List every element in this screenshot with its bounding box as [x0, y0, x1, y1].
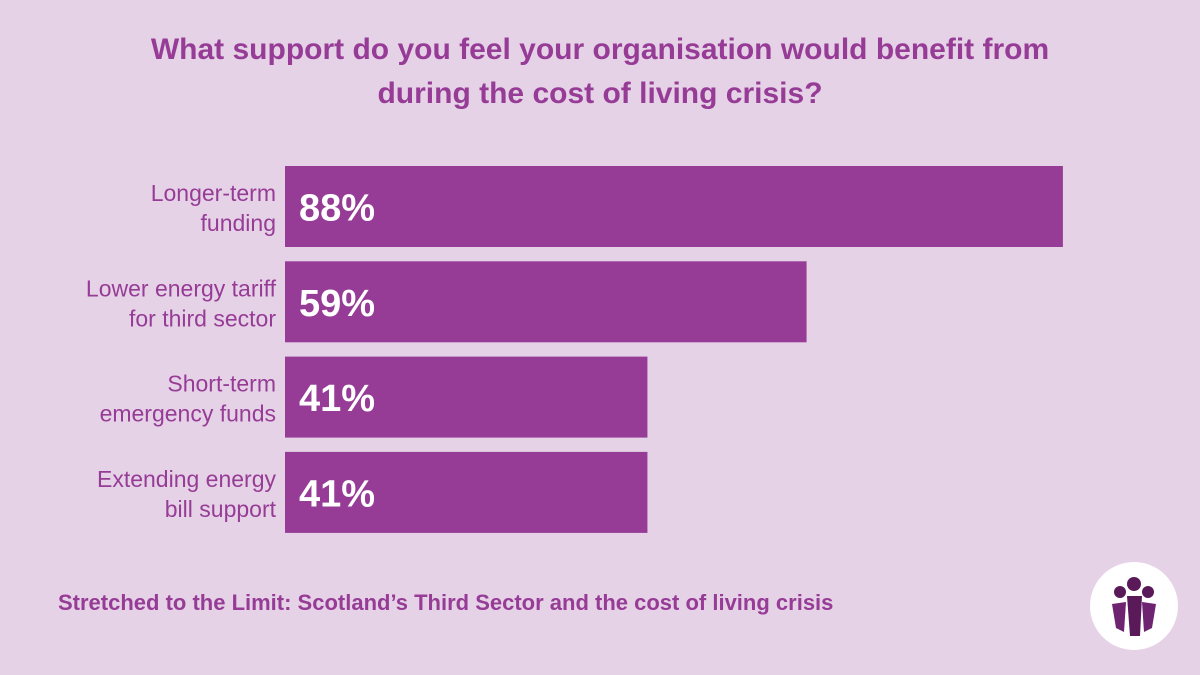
bar-value-label-4: 41% [299, 473, 375, 515]
bar-value-label-1: 88% [299, 188, 375, 230]
category-label-1: Longer-term funding [151, 180, 276, 236]
bar-4 [285, 451, 648, 533]
chart-title-line-1: What support do you feel your organisati… [150, 33, 1050, 66]
category-label-3: Short-term emergency funds [100, 371, 276, 427]
category-label-2: Lower energy tariff for third sector [86, 275, 277, 331]
chart-title-line-2: during the cost of living crisis? [377, 77, 823, 110]
bar-value-label-2: 59% [299, 283, 375, 325]
bar-3 [285, 356, 648, 438]
people-group-icon [1112, 577, 1156, 636]
organisation-logo [1090, 562, 1178, 650]
category-label-4: Extending energy bill support [97, 466, 277, 522]
bar-1 [285, 166, 1063, 247]
bar-value-label-3: 41% [299, 378, 375, 420]
bar-2 [285, 261, 807, 343]
report-title-footer: Stretched to the Limit: Scotland’s Third… [58, 590, 834, 615]
chart-title: What support do you feel your organisati… [60, 28, 1140, 116]
